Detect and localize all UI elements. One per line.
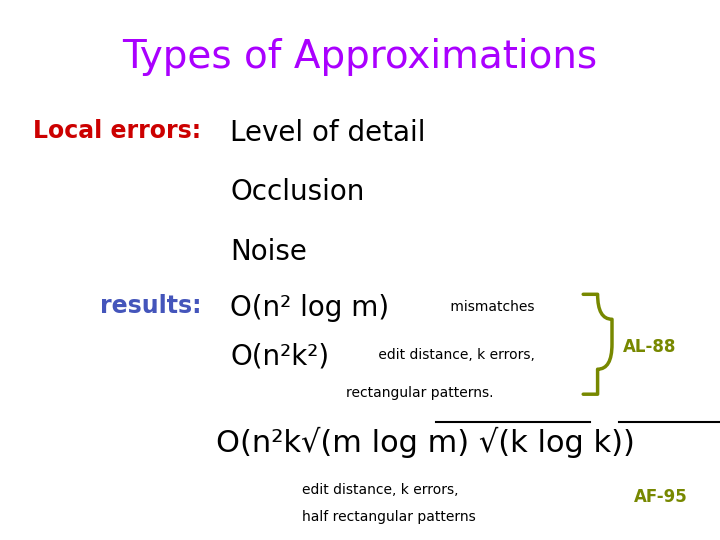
Text: Local errors:: Local errors: [33, 119, 202, 143]
Text: AL-88: AL-88 [623, 338, 676, 356]
Text: O(n²k√(m log m) √(k log k)): O(n²k√(m log m) √(k log k)) [216, 427, 635, 458]
Text: Noise: Noise [230, 238, 307, 266]
Text: results:: results: [100, 294, 202, 318]
Text: AF-95: AF-95 [634, 488, 688, 506]
Text: Occlusion: Occlusion [230, 178, 365, 206]
Text: O(n² log m): O(n² log m) [230, 294, 390, 322]
Text: O(n²k²): O(n²k²) [230, 343, 330, 371]
Text: edit distance, k errors,: edit distance, k errors, [374, 348, 535, 362]
Text: Level of detail: Level of detail [230, 119, 426, 147]
Text: edit distance, k errors,: edit distance, k errors, [302, 483, 459, 497]
Text: half rectangular patterns: half rectangular patterns [302, 510, 476, 524]
Text: rectangular patterns.: rectangular patterns. [346, 386, 493, 400]
Text: Types of Approximations: Types of Approximations [122, 38, 598, 76]
Text: mismatches: mismatches [446, 300, 535, 314]
